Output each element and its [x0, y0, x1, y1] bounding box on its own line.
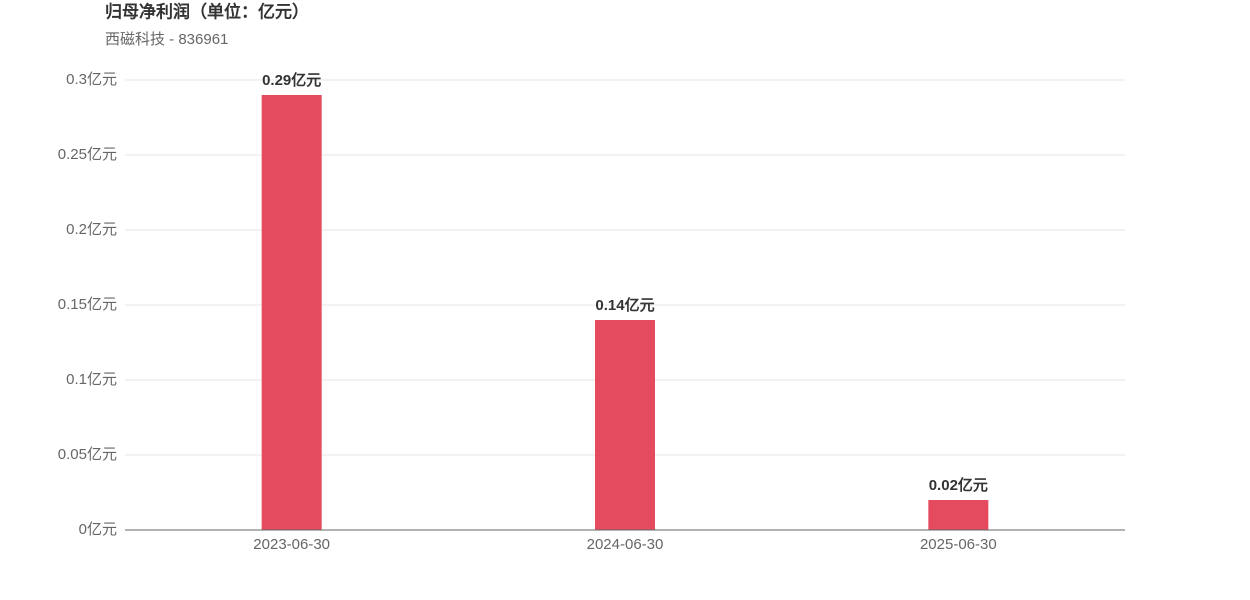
y-tick-label: 0.1亿元: [66, 371, 117, 388]
value-label: 0.02亿元: [929, 476, 988, 494]
y-tick-label: 0.25亿元: [58, 146, 117, 163]
y-tick-label: 0.15亿元: [58, 296, 117, 313]
x-tick-label: 2025-06-30: [920, 536, 997, 553]
bar: [928, 500, 989, 530]
bar: [261, 95, 322, 530]
chart-subtitle: 西磁科技 - 836961: [105, 31, 228, 48]
chart-title: 归母净利润（单位：亿元）: [105, 1, 309, 21]
bar: [595, 320, 655, 530]
y-tick-label: 0.2亿元: [66, 221, 117, 238]
value-label: 0.14亿元: [595, 296, 654, 314]
value-label: 0.29亿元: [262, 71, 321, 89]
x-tick-label: 2024-06-30: [587, 536, 664, 553]
y-tick-label: 0.05亿元: [58, 446, 117, 463]
y-tick-label: 0.3亿元: [66, 71, 117, 88]
x-tick-label: 2023-06-30: [253, 536, 330, 553]
y-tick-label: 0亿元: [79, 521, 117, 538]
